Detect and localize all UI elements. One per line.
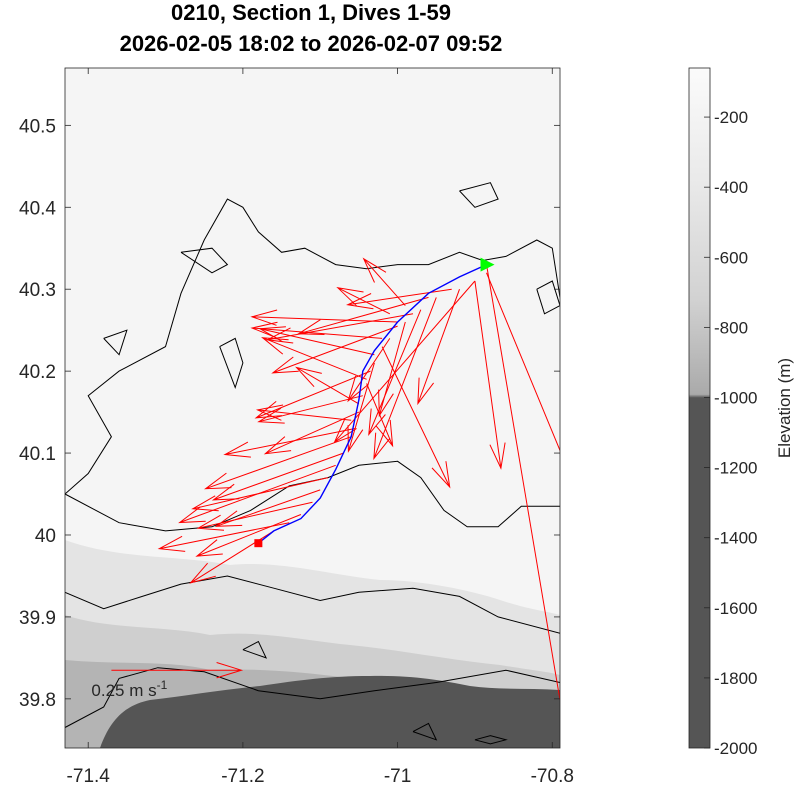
current-vector-33 (250, 309, 398, 326)
current-vector-34 (295, 366, 360, 405)
depth-contour-2 (65, 198, 560, 495)
y-tick-label: 40.4 (19, 198, 56, 219)
current-vector-16 (211, 452, 344, 501)
depth-contour-5 (180, 247, 229, 274)
chart-title: 0210, Section 1, Dives 1-59 (171, 0, 451, 25)
current-vector-0 (486, 272, 560, 452)
start-transect-line-path (486, 264, 560, 701)
y-tick-label: 39.8 (19, 690, 56, 711)
y-tick-label: 40.3 (19, 280, 56, 301)
colorbar-tick-label: -2000 (714, 739, 757, 758)
colorbar-tick-label: -600 (714, 248, 748, 267)
depth-contour-9 (242, 640, 268, 659)
colorbar-label: Elevation (m) (775, 358, 794, 458)
depth-contours (65, 182, 560, 745)
colorbar-ticks: -200 -400 -600 -800 -1000 -1200 -1400 -1600 -180… (704, 108, 757, 758)
current-vector-30 (261, 337, 367, 380)
current-vector-9 (347, 362, 375, 453)
plot-frame (64, 67, 561, 749)
current-vector-24 (346, 288, 452, 310)
current-vector-8 (381, 346, 451, 489)
depth-contour-11 (474, 735, 508, 745)
colorbar-tick-label: -1000 (714, 388, 757, 407)
plot-area (65, 68, 560, 748)
start-marker (480, 257, 495, 272)
current-vector-12 (257, 395, 363, 424)
chart-subtitle: 2026-02-05 18:02 to 2026-02-07 09:52 (120, 31, 503, 56)
x-tick-label: -70.8 (531, 766, 574, 787)
depth-contour-8 (103, 329, 128, 356)
depth-contour-0 (65, 667, 560, 728)
current-vector-4 (373, 297, 437, 461)
colorbar-tick-label: -200 (714, 108, 748, 127)
colorbar-tick-label: -1200 (714, 459, 757, 478)
depth-contour-6 (536, 280, 560, 315)
current-vector-27 (271, 325, 398, 374)
colorbar-tick-label: -800 (714, 318, 748, 337)
x-tick-label: -71.2 (221, 766, 264, 787)
colorbar-tick-label: -400 (714, 178, 748, 197)
colorbar-tick-label: -1800 (714, 669, 757, 688)
depth-contour-10 (412, 722, 438, 741)
scale-arrow (111, 662, 244, 679)
current-vectors (157, 257, 560, 584)
y-tick-label: 39.9 (19, 608, 56, 629)
x-tick-label: -71.4 (67, 766, 111, 787)
depth-contour-1 (65, 575, 560, 634)
y-tick-label: 40.1 (19, 444, 56, 465)
current-vector-3 (417, 289, 460, 406)
current-vector-15 (204, 436, 352, 490)
x-tick-label: -71 (384, 766, 411, 787)
current-vector-22 (157, 522, 290, 552)
current-vector-14 (223, 428, 356, 458)
current-vector-29 (258, 326, 375, 356)
y-tick-label: 40.2 (19, 362, 56, 383)
colorbar-tick-label: -1600 (714, 599, 757, 618)
current-vector-35 (255, 404, 352, 421)
glider-track (257, 263, 487, 544)
scale-arrow-line (111, 662, 244, 679)
current-vector-32 (336, 287, 391, 315)
current-vector-31 (362, 257, 406, 306)
colorbar (688, 67, 711, 749)
current-vector-21 (195, 514, 302, 557)
scale-arrow-label: 0.25 m s-1 (91, 678, 167, 700)
current-vector-20 (196, 501, 313, 531)
y-axis: 39.8 39.9 40 40.1 40.2 40.3 40.4 40.5 (19, 116, 560, 711)
start-transect-line (486, 264, 560, 701)
end-marker (254, 539, 263, 548)
current-vector-11 (366, 383, 394, 448)
depth-contour-4 (219, 337, 244, 390)
current-vector-28 (250, 321, 383, 339)
bathymetry-deep (100, 675, 560, 748)
depth-contour-3 (65, 460, 560, 532)
y-tick-label: 40 (35, 526, 56, 547)
depth-contour-7 (459, 182, 499, 208)
x-axis: -71.4 -71.2 -71 -70.8 (67, 68, 574, 787)
current-vector-18 (191, 477, 329, 512)
current-vector-1 (474, 280, 506, 470)
y-tick-label: 40.5 (19, 116, 56, 137)
colorbar-tick-label: -1400 (714, 529, 757, 548)
